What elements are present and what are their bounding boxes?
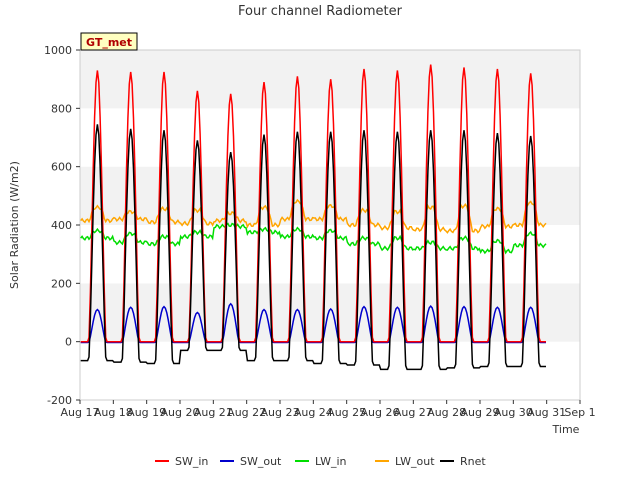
y-tick-label: -200 [47,394,72,407]
y-tick-label: 400 [51,219,72,232]
legend-item-rnet: Rnet [440,455,486,468]
y-axis-label: Solar Radiation (W/m2) [8,161,21,289]
band [80,166,580,225]
series-line-rnet [80,124,546,371]
legend-item-lw-in: LW_in [295,455,347,468]
x-tick-label: Sep 1 [564,406,595,419]
x-tick-label: Aug 23 [261,406,300,419]
y-tick-label: 800 [51,102,72,115]
x-tick-label: Aug 27 [394,406,433,419]
x-tick-label: Aug 19 [127,406,166,419]
legend-item-sw-out: SW_out [220,455,282,468]
legend-label: LW_out [395,455,435,468]
x-tick-label: Aug 28 [427,406,466,419]
x-axis-label: Time [552,423,580,436]
series-line-sw-out [80,302,546,344]
chart-title: Four channel Radiometer [238,4,403,19]
y-tick-label: 1000 [44,44,72,57]
legend-label: Rnet [460,455,486,468]
y-tick-label: 0 [65,336,72,349]
x-tick-label: Aug 24 [294,406,333,419]
x-tick-label: Aug 20 [161,406,200,419]
legend-label: SW_out [240,455,282,468]
band [80,341,580,400]
y-axis: -200 0 200 400 600 800 1000 [44,44,80,407]
y-tick-label: 600 [51,161,72,174]
x-tick-label: Aug 17 [61,406,100,419]
x-tick-label: Aug 31 [527,406,566,419]
site-badge-label: GT_met [86,36,132,49]
site-badge: GT_met [80,32,138,51]
legend-label: LW_in [315,455,347,468]
band [80,225,580,284]
legend-item-sw-in: SW_in [155,455,208,468]
series-line-sw-in [80,64,546,343]
x-tick-label: Aug 18 [94,406,133,419]
x-tick-label: Aug 21 [194,406,233,419]
band [80,283,580,342]
x-tick-label: Aug 22 [227,406,266,419]
legend-item-lw-out: LW_out [375,455,435,468]
x-tick-label: Aug 30 [494,406,533,419]
y-tick-label: 200 [51,277,72,290]
legend-label: SW_in [175,455,208,468]
legend: SW_in SW_out LW_in LW_out Rnet [155,455,486,468]
x-tick-label: Aug 25 [327,406,366,419]
series-lines [80,64,547,371]
x-tick-label: Aug 26 [361,406,400,419]
x-tick-label: Aug 29 [461,406,500,419]
